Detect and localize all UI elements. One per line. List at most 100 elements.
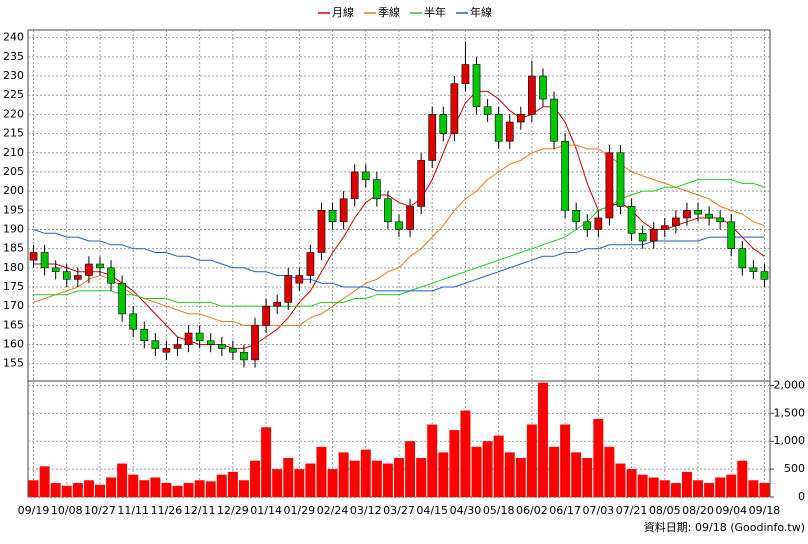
candle-body <box>583 221 592 230</box>
volume-bar <box>72 483 83 497</box>
footer: 資料日期: 09/18 (Goodinfo.tw) <box>644 520 805 534</box>
candle-body <box>384 198 392 223</box>
volume-bar <box>106 477 117 497</box>
y-tick-label: 180 <box>3 261 24 274</box>
x-tick-label: 04/30 <box>450 504 482 517</box>
y-tick-label: 195 <box>3 203 24 216</box>
candle-body <box>328 209 337 223</box>
volume-bar <box>593 418 604 497</box>
volume-tick-label: 2,000 <box>774 378 806 391</box>
candle-body <box>705 213 713 219</box>
candle-body <box>107 267 115 284</box>
candle-body <box>395 221 403 230</box>
volume-bar <box>460 410 471 497</box>
candle-body <box>273 302 282 307</box>
candle-body <box>428 114 437 161</box>
volume-bar <box>670 483 681 497</box>
volume-bar <box>194 480 205 497</box>
candle-body <box>350 171 359 200</box>
y-tick-label: 165 <box>3 318 24 331</box>
candle-body <box>539 75 547 100</box>
candle-body <box>262 305 270 326</box>
x-tick-label: 02/24 <box>317 504 349 517</box>
volume-bar <box>449 430 460 497</box>
volume-bar <box>526 424 537 497</box>
candle-body <box>638 233 647 242</box>
x-tick-label: 11/26 <box>151 504 183 517</box>
candle-body <box>29 252 38 261</box>
y-tick-label: 235 <box>3 50 24 63</box>
candle-body <box>727 221 736 249</box>
candle-body <box>716 217 725 223</box>
candle-body <box>649 229 658 242</box>
candle-body <box>73 275 82 280</box>
volume-bar <box>748 480 759 497</box>
x-tick-label: 08/05 <box>649 504 681 517</box>
volume-bar <box>305 463 316 497</box>
volume-bar <box>737 460 748 497</box>
volume-bar <box>604 446 615 497</box>
candle-body <box>694 209 702 215</box>
volume-bar <box>382 463 393 497</box>
candle-body <box>672 217 680 226</box>
volume-bar <box>648 477 659 497</box>
x-tick-label: 04/15 <box>416 504 448 517</box>
x-tick-label: 07/21 <box>616 504 648 517</box>
y-tick-label: 160 <box>3 338 24 351</box>
candle-body <box>550 98 558 142</box>
x-tick-label: 05/18 <box>483 504 515 517</box>
y-tick-label: 210 <box>3 146 24 159</box>
candle-body <box>151 340 160 349</box>
x-tick-label: 09/18 <box>749 504 781 517</box>
candle-body <box>240 351 248 361</box>
candle-body <box>616 152 625 207</box>
candle-body <box>62 271 71 280</box>
legend-label: 半年 <box>424 5 446 19</box>
candle-body <box>461 64 470 85</box>
candle-body <box>295 275 304 284</box>
x-tick-label: 06/17 <box>549 504 581 517</box>
candle-body <box>439 114 448 134</box>
candle-body <box>528 75 536 115</box>
volume-bar <box>39 466 50 497</box>
candle-body <box>516 114 525 123</box>
candle-body <box>738 248 747 269</box>
candle-body <box>317 209 326 253</box>
volume-bar <box>693 480 703 497</box>
candle-body <box>406 206 414 230</box>
candle-body <box>229 348 237 353</box>
volume-bar <box>327 469 338 497</box>
x-tick-label: 12/11 <box>184 504 216 517</box>
x-tick-label: 01/14 <box>250 504 282 517</box>
candle-body <box>494 114 503 142</box>
x-tick-label: 11/11 <box>117 504 149 517</box>
volume-bar <box>504 452 515 497</box>
candle-body <box>361 171 370 180</box>
volume-bar <box>427 424 438 497</box>
volume-bar <box>150 477 161 497</box>
candle-body <box>217 344 226 349</box>
volume-bar <box>216 474 227 497</box>
volume-bar <box>95 484 105 497</box>
candle-body <box>118 282 126 315</box>
x-tick-label: 01/29 <box>283 504 315 517</box>
volume-bar <box>183 483 194 497</box>
candle-body <box>162 348 171 353</box>
candle-body <box>450 83 459 134</box>
x-tick-label: 03/27 <box>383 504 415 517</box>
volume-bar <box>394 457 404 497</box>
legend-label: 年線 <box>470 5 492 19</box>
volume-tick-label: 0 <box>798 490 805 503</box>
candle-body <box>173 344 182 349</box>
candle-body <box>627 206 636 234</box>
x-tick-label: 09/19 <box>18 504 50 517</box>
volume-bar <box>316 446 327 497</box>
volume-bar <box>681 471 692 497</box>
volume-bar <box>515 457 526 497</box>
ma-line <box>33 90 765 349</box>
volume-bar <box>416 457 427 497</box>
y-tick-label: 200 <box>3 184 24 197</box>
volume-bar <box>117 463 128 497</box>
legend-label: 月線 <box>332 5 354 19</box>
candle-body <box>472 64 481 108</box>
